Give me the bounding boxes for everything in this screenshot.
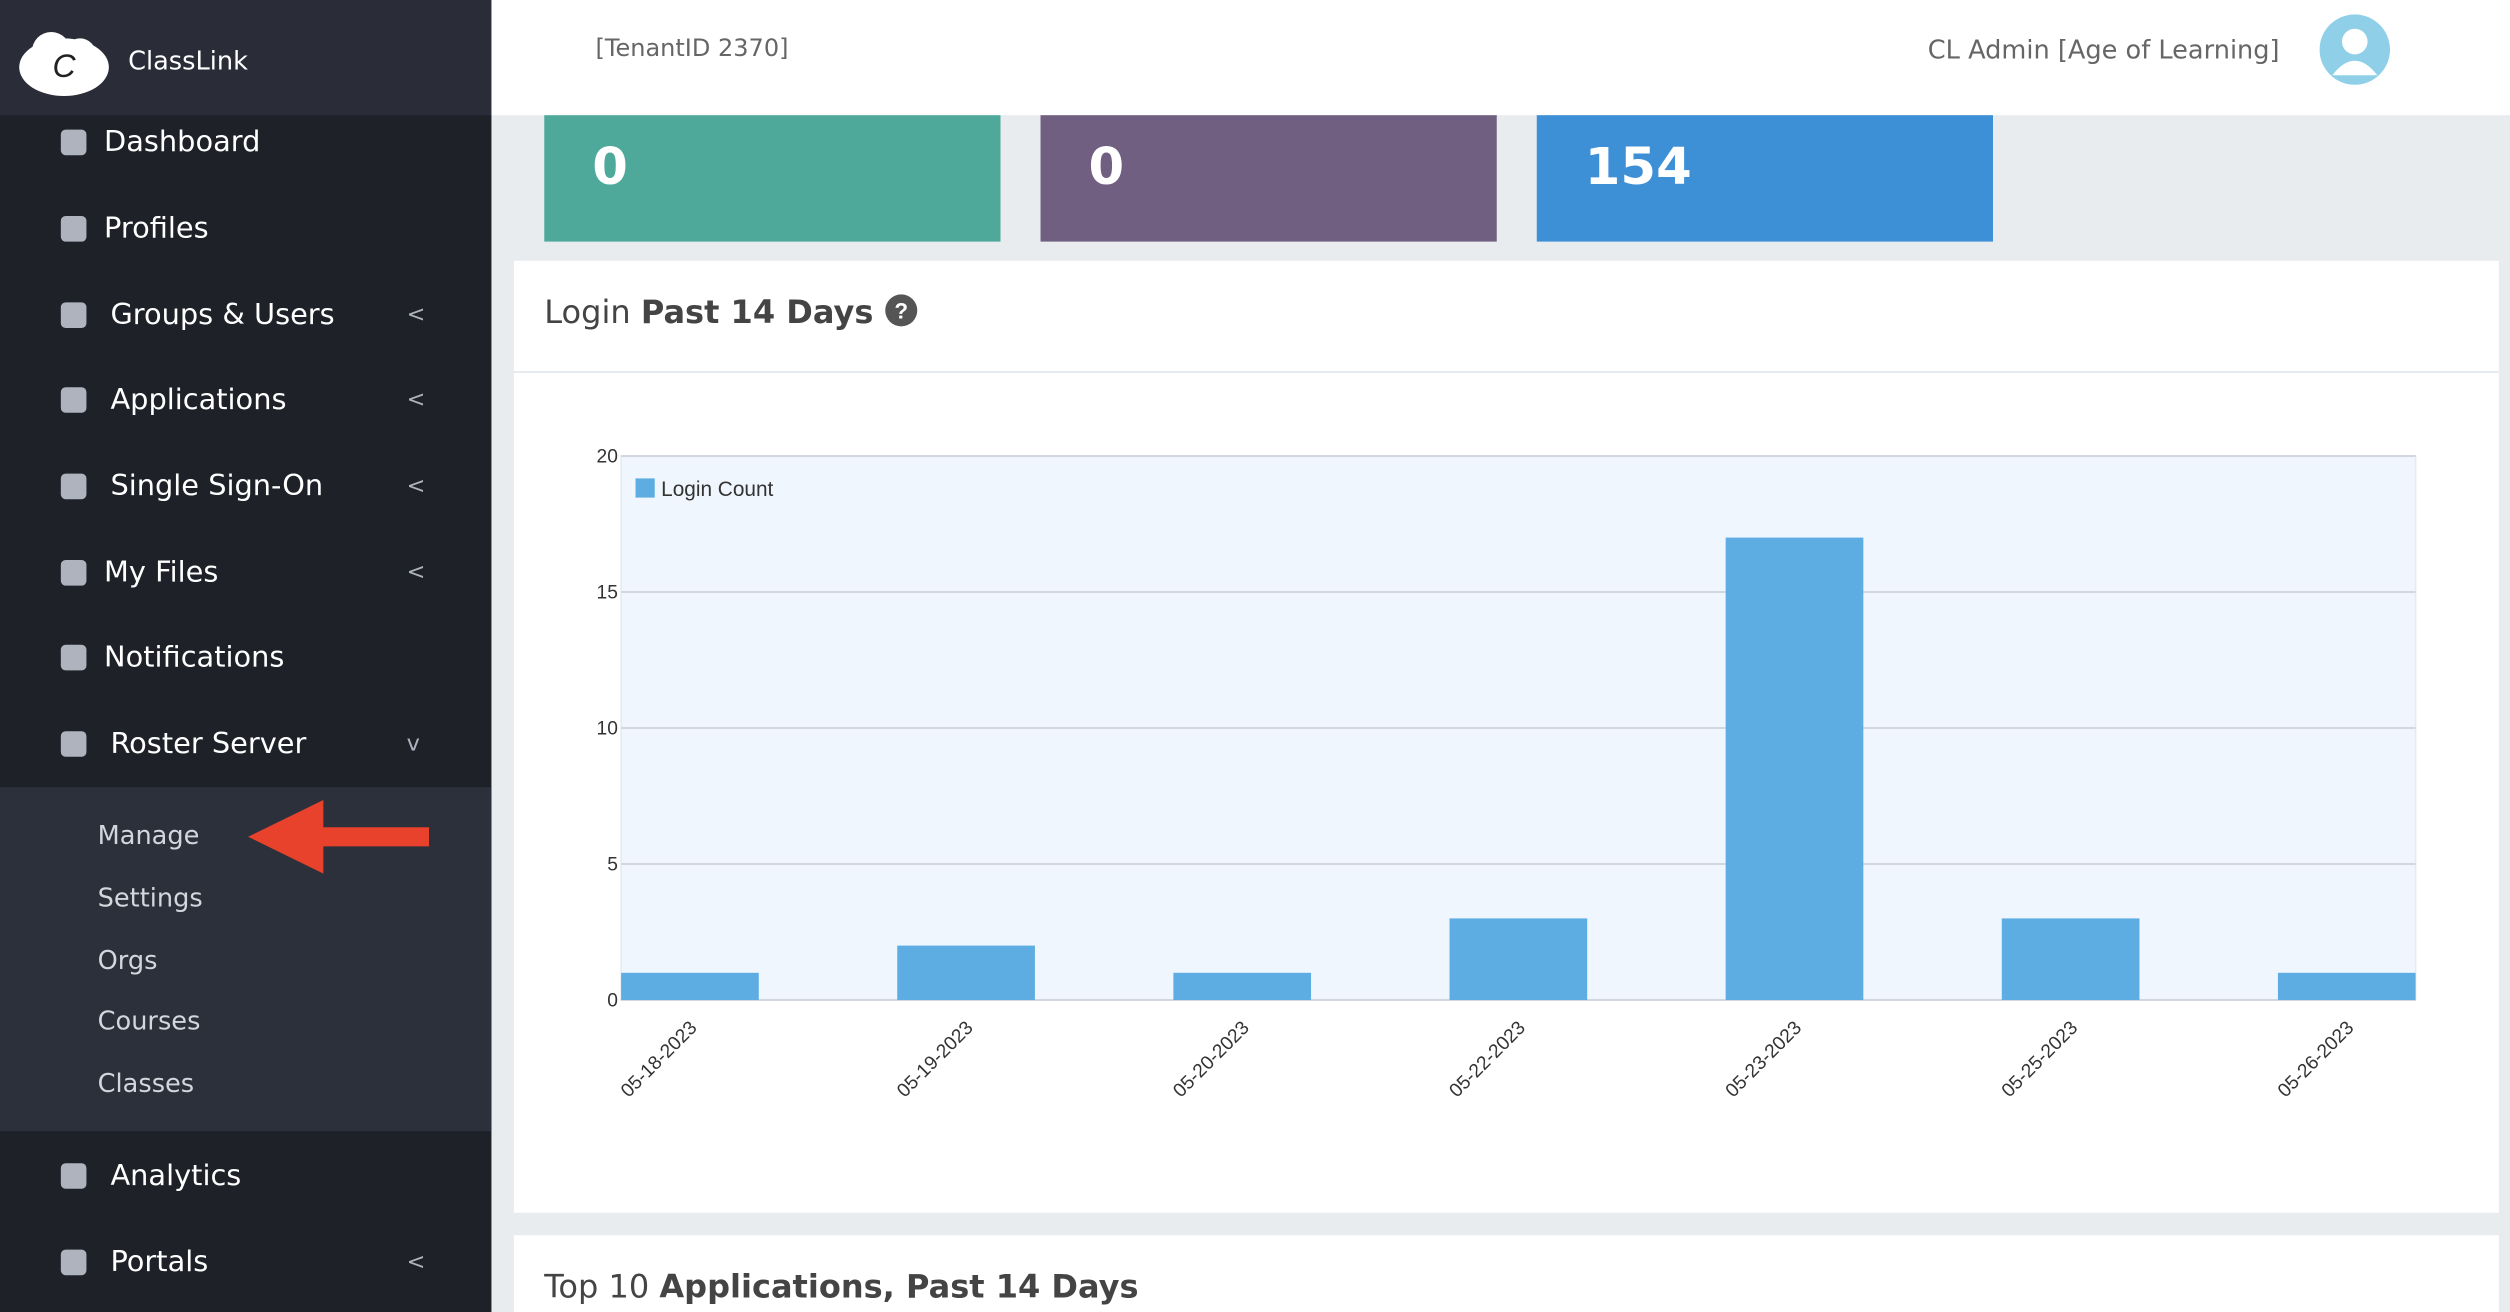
x-tick-label: 05-26-2023 — [2274, 1017, 2358, 1101]
header: [TenantID 2370] CL Admin [Age of Learnin… — [491, 0, 2510, 116]
chevron: < — [406, 387, 426, 413]
menu-label: Notifications — [104, 640, 285, 675]
menu-icon — [60, 302, 87, 328]
menu-item[interactable]: Groups & Users < — [0, 272, 491, 358]
submenu-item[interactable]: Courses — [97, 1005, 201, 1036]
user-name[interactable]: CL Admin [Age of Learning] — [1927, 34, 2280, 65]
title-normal: Login — [544, 292, 631, 332]
stat-value: 0 — [592, 136, 628, 197]
title-bold: Applications, Past 14 Days — [659, 1267, 1139, 1306]
svg-text:?: ? — [894, 298, 908, 323]
svg-text:C: C — [52, 48, 76, 84]
menu-label: Portals — [110, 1245, 209, 1280]
bar — [1725, 537, 1864, 1000]
menu-label: Profiles — [104, 212, 209, 246]
menu-icon — [60, 1249, 87, 1276]
divider — [513, 371, 2499, 373]
submenu-item[interactable]: Classes — [97, 1068, 195, 1099]
menu-item[interactable]: Single Sign-On < — [0, 443, 491, 529]
title-normal: Top 10 — [544, 1267, 650, 1306]
stat-card: 154 — [1536, 115, 1993, 242]
chart: 0 5 10 15 20 Login Count 05-18-2023 05-19-2023 0… — [597, 446, 2417, 1102]
menu-label: Dashboard — [104, 125, 261, 160]
title-bold: Past 14 Days — [640, 292, 874, 332]
menu-item[interactable]: Portals < — [0, 1219, 491, 1305]
menu-icon — [60, 644, 87, 671]
x-tick-label: 05-20-2023 — [1169, 1017, 1253, 1101]
menu-icon — [60, 216, 87, 242]
menu-item[interactable]: Roster Server v — [0, 701, 491, 787]
bar — [2001, 918, 2140, 1000]
menu-icon — [60, 1163, 87, 1189]
menu-icon — [60, 473, 87, 500]
x-tick-label: 05-22-2023 — [1446, 1017, 1530, 1101]
submenu-item[interactable]: Settings — [97, 882, 203, 913]
login-panel: Login Past 14 Days ? 0 5 10 15 20 Login Count… — [513, 260, 2499, 1213]
apps-panel: Top 10 Applications, Past 14 Days — [513, 1235, 2499, 1312]
panel-title: Login Past 14 Days ? — [544, 293, 919, 331]
red-arrow — [248, 800, 430, 874]
chevron: < — [406, 1249, 426, 1276]
submenu-item[interactable]: Manage — [97, 820, 200, 851]
brand-name: ClassLink — [128, 45, 248, 76]
stat-card: 0 — [544, 115, 1001, 242]
menu-icon — [60, 129, 87, 156]
menu-item[interactable]: Analytics — [0, 1133, 491, 1219]
x-tick-label: 05-19-2023 — [893, 1017, 977, 1101]
bar — [1173, 972, 1312, 1000]
menu-item[interactable]: Notifications — [0, 614, 491, 700]
menu-item[interactable]: My Files < — [0, 530, 491, 616]
avatar[interactable] — [2319, 14, 2392, 86]
bar — [2277, 972, 2416, 1000]
menu-icon — [60, 560, 87, 586]
panel-title: Top 10 Applications, Past 14 Days — [544, 1267, 1138, 1305]
y-tick-label: 20 — [597, 446, 618, 467]
menu-label: Groups & Users — [110, 298, 335, 332]
x-tick-label: 05-18-2023 — [617, 1017, 701, 1101]
chevron: < — [406, 302, 426, 328]
bar — [621, 972, 759, 1000]
y-tick-label: 15 — [597, 582, 618, 603]
stat-card: 0 — [1040, 115, 1497, 242]
chevron: < — [406, 560, 426, 586]
stat-value: 154 — [1584, 136, 1692, 197]
legend-swatch — [635, 478, 655, 498]
chevron: v — [406, 731, 420, 757]
y-tick-label: 0 — [607, 990, 618, 1011]
logo: C — [19, 32, 109, 96]
y-tick-label: 5 — [607, 854, 618, 875]
x-tick-label: 05-23-2023 — [1722, 1017, 1806, 1101]
y-tick-label: 10 — [597, 718, 618, 739]
sidebar: C ClassLink Dashboard Profiles Groups & Us… — [0, 0, 492, 1312]
bar — [897, 945, 1035, 1000]
menu-label: Roster Server — [110, 727, 307, 761]
brand-bar: C ClassLink — [0, 0, 492, 116]
menu-label: My Files — [104, 556, 219, 590]
chevron: < — [406, 473, 426, 500]
menu-label: Single Sign-On — [110, 469, 324, 504]
menu-label: Applications — [110, 383, 287, 417]
legend-label: Login Count — [661, 478, 773, 501]
submenu-item[interactable]: Orgs — [97, 944, 158, 976]
menu-item[interactable]: Applications < — [0, 357, 491, 443]
tenant-id: [TenantID 2370] — [595, 33, 789, 63]
menu-item[interactable]: Profiles — [0, 186, 491, 272]
x-tick-label: 05-25-2023 — [1998, 1017, 2082, 1101]
menu-icon — [60, 387, 87, 413]
stat-value: 0 — [1088, 136, 1125, 197]
menu-item[interactable]: Dashboard — [0, 99, 491, 185]
help-icon[interactable]: ? — [884, 293, 919, 328]
menu-label: Analytics — [110, 1159, 242, 1193]
bar — [1449, 918, 1588, 1000]
menu-icon — [60, 731, 87, 757]
